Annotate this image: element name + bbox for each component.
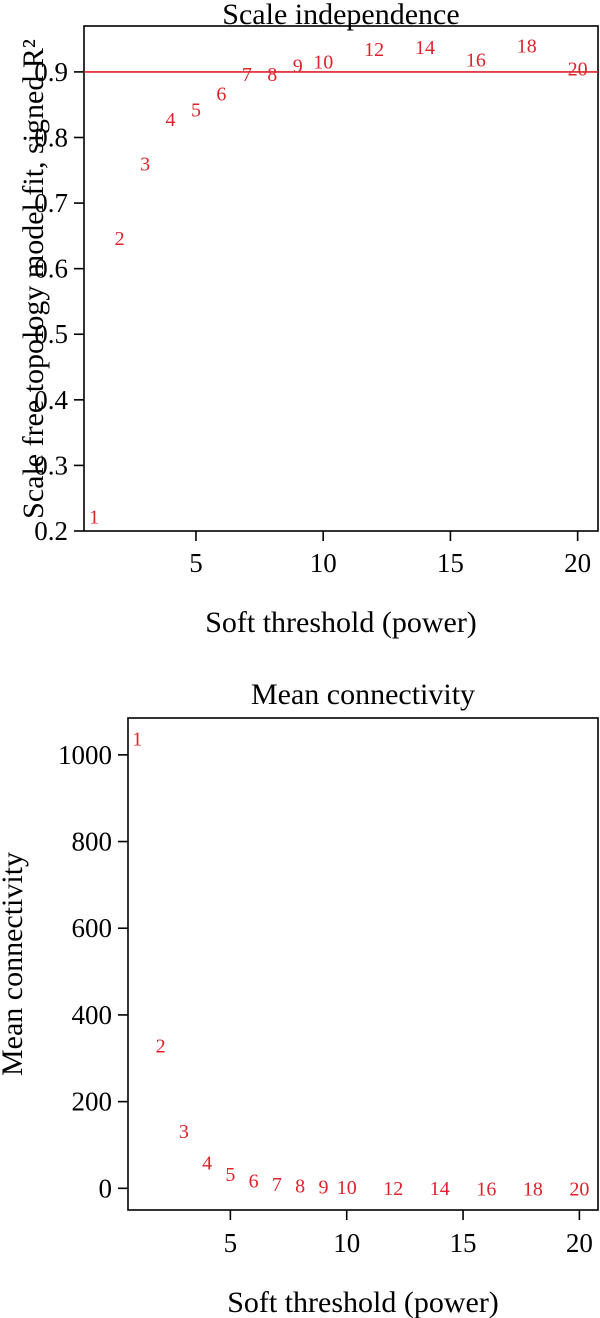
point-label-3: 3 [179,1121,189,1143]
point-label-5: 5 [225,1164,235,1186]
point-label-9: 9 [293,55,303,77]
point-label-4: 4 [202,1152,212,1174]
point-label-8: 8 [267,64,277,86]
point-label-1: 1 [89,507,99,529]
point-label-3: 3 [140,154,150,176]
point-label-10: 10 [337,1177,357,1199]
point-label-7: 7 [272,1174,282,1196]
point-label-1: 1 [132,728,142,750]
point-label-7: 7 [242,64,252,86]
point-label-2: 2 [156,1035,166,1057]
x-tick-label: 10 [310,548,337,578]
y-tick-label: 200 [72,1087,113,1117]
point-label-18: 18 [517,36,537,58]
point-label-12: 12 [383,1178,403,1200]
point-label-18: 18 [523,1178,543,1200]
y-tick-label: 0.8 [34,122,68,152]
x-tick-label: 15 [450,1228,477,1258]
x-axis-label: Soft threshold (power) [227,1286,499,1318]
y-tick-label: 800 [72,827,113,857]
y-tick-label: 0.3 [34,450,68,480]
point-label-4: 4 [166,109,176,131]
point-label-16: 16 [476,1178,496,1200]
y-tick-label: 400 [72,1000,113,1030]
plot-frame [127,717,599,1211]
point-label-6: 6 [216,84,226,106]
point-label-5: 5 [191,99,201,121]
x-tick-label: 5 [189,548,203,578]
point-label-16: 16 [466,49,486,71]
y-tick-label: 0.7 [34,188,68,218]
y-tick-label: 0.2 [34,516,68,546]
x-tick-label: 20 [564,548,591,578]
point-label-12: 12 [364,39,384,61]
point-label-14: 14 [430,1178,450,1200]
point-label-2: 2 [115,228,125,250]
y-tick-label: 0.4 [34,385,68,415]
y-tick-label: 1000 [58,740,112,770]
y-tick-label: 0.6 [34,254,68,284]
x-tick-label: 20 [566,1228,593,1258]
point-label-20: 20 [568,59,588,81]
x-axis-label: Soft threshold (power) [205,606,477,639]
point-label-9: 9 [318,1177,328,1199]
point-label-6: 6 [249,1171,259,1193]
x-tick-label: 10 [333,1228,360,1258]
point-label-10: 10 [313,51,333,73]
y-tick-label: 0.5 [34,319,68,349]
point-label-14: 14 [415,37,435,59]
x-tick-label: 15 [437,548,464,578]
y-tick-label: 0 [99,1173,113,1203]
y-axis-label: Mean connectivity [0,852,29,1076]
point-label-8: 8 [295,1176,305,1198]
y-tick-label: 0.9 [34,57,68,87]
y-tick-label: 600 [72,913,113,943]
point-label-20: 20 [569,1178,589,1200]
x-tick-label: 5 [224,1228,238,1258]
plot-frame [83,25,599,532]
chart-title: Mean connectivity [251,678,475,711]
y-axis-label: Scale free topology model fit, signed R² [17,39,50,519]
